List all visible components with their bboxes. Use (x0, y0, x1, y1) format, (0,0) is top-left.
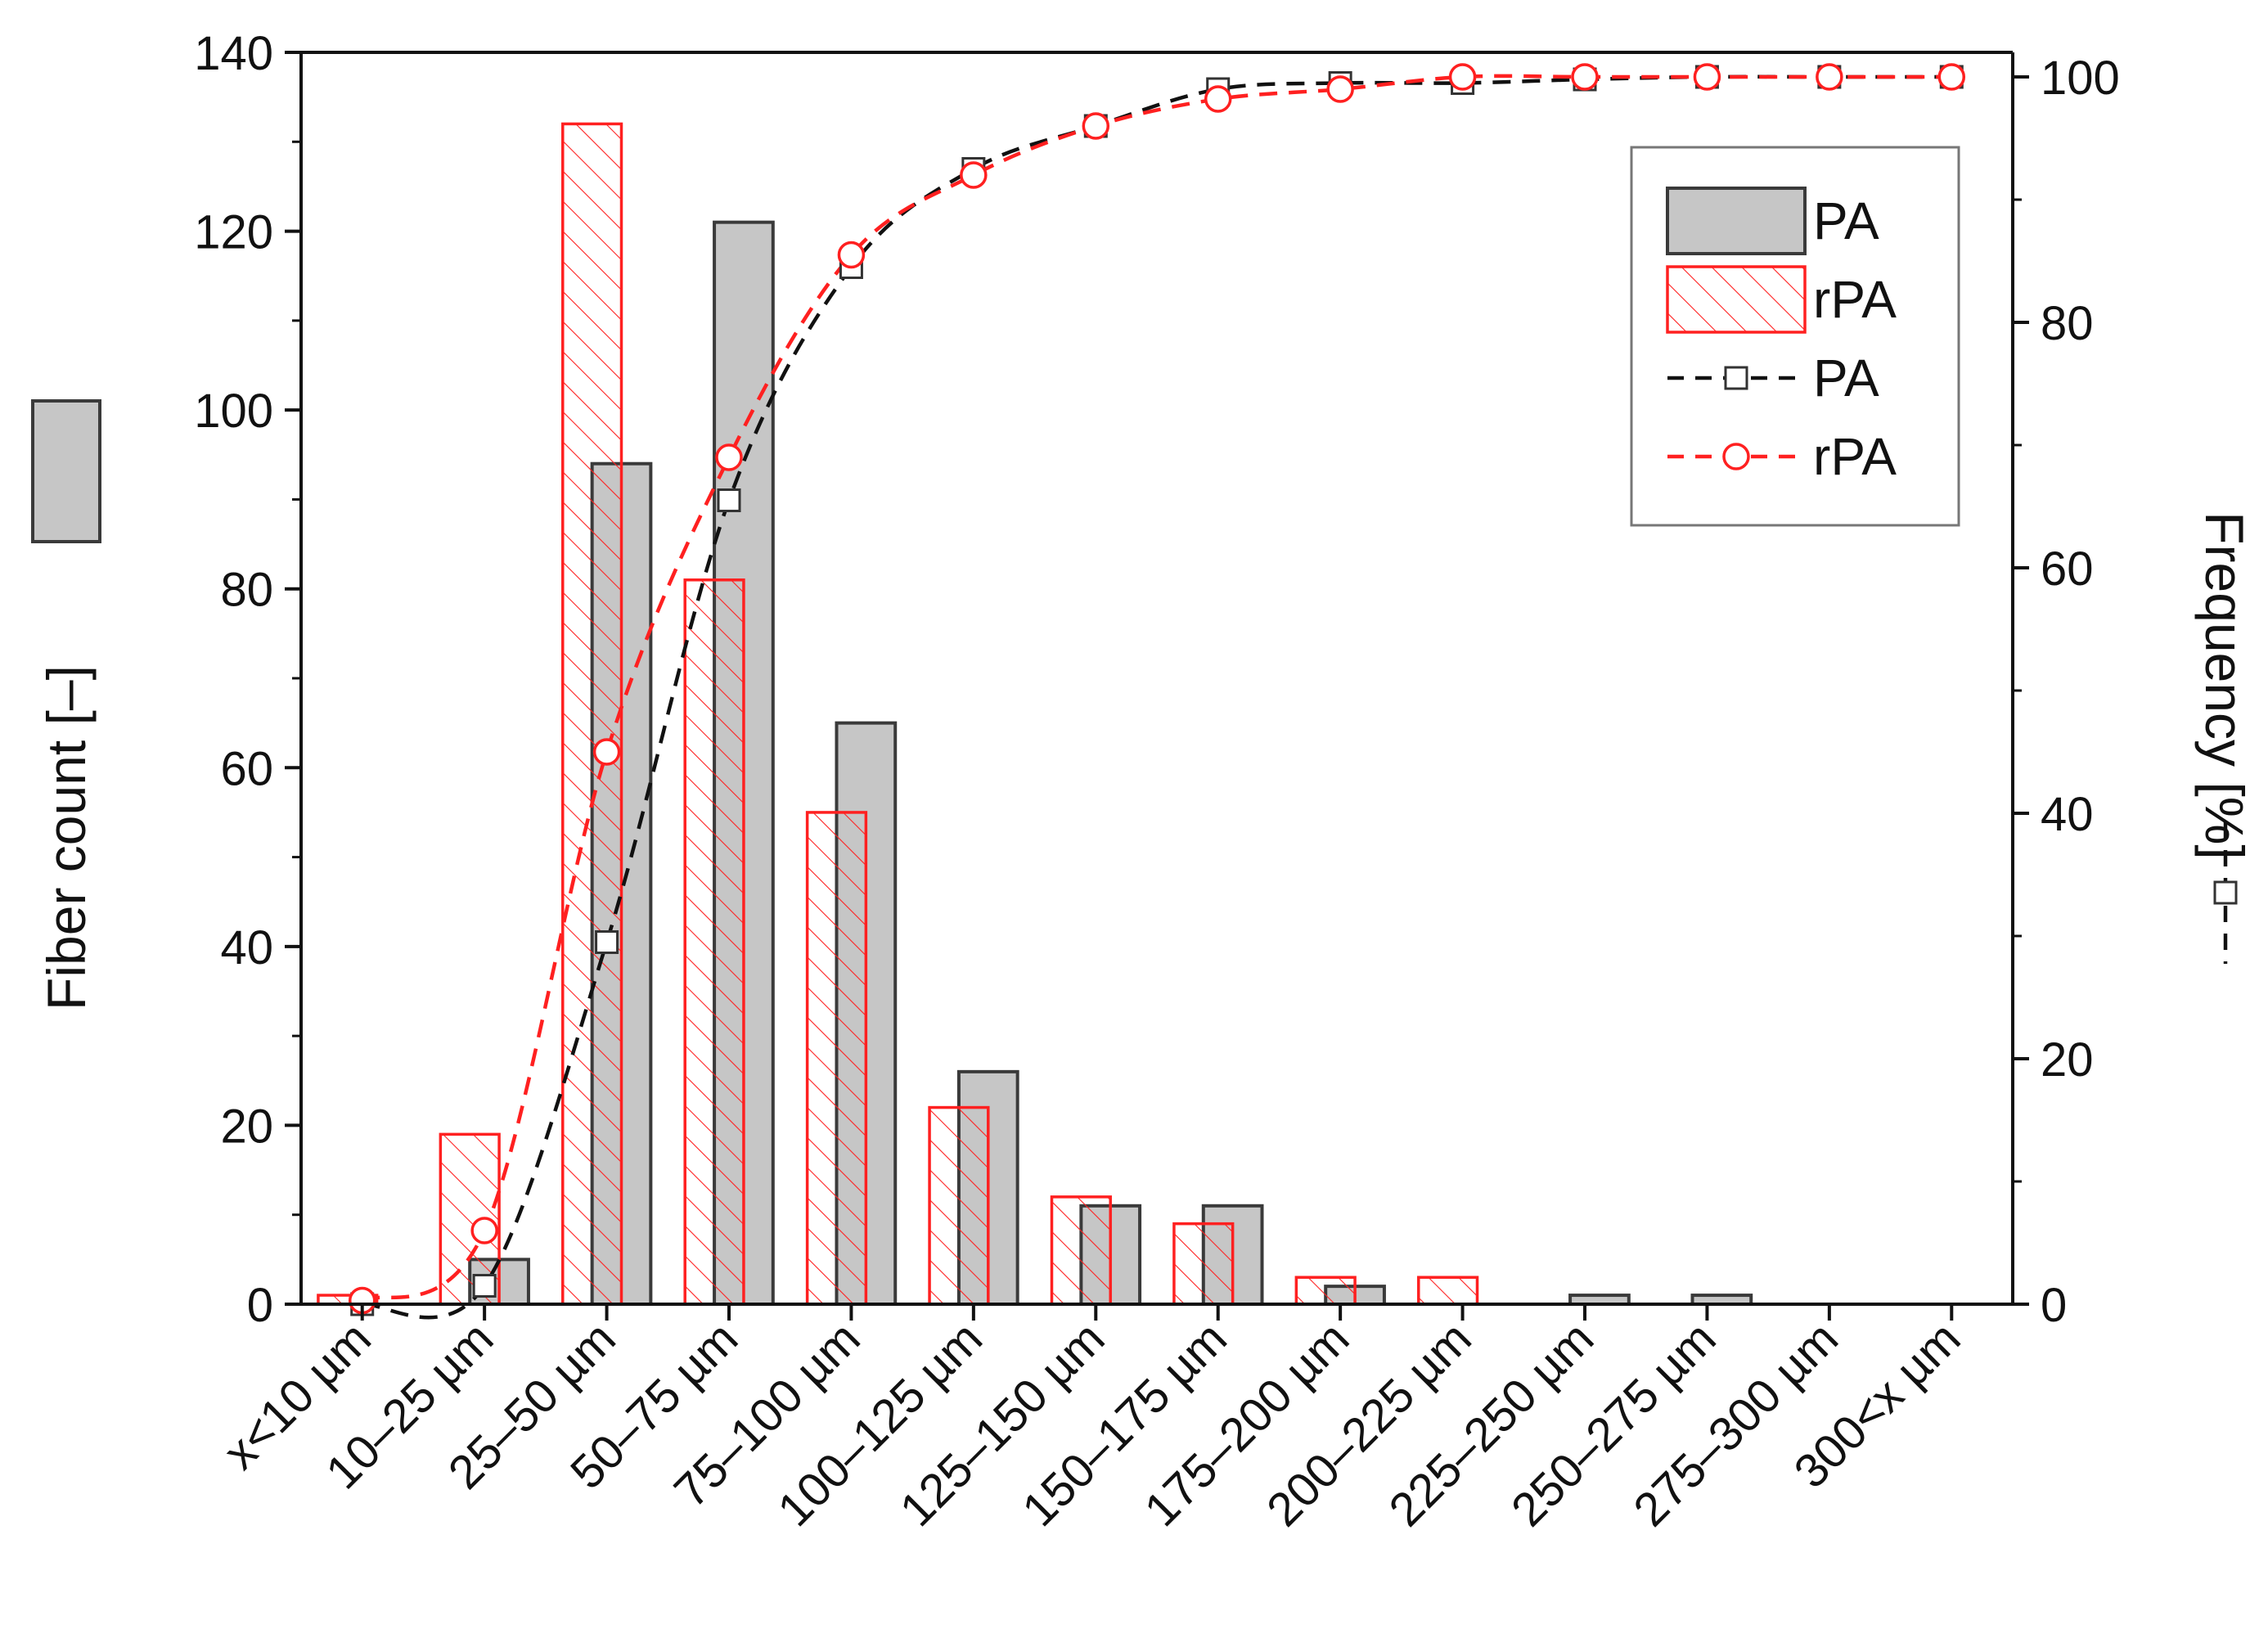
y-left-axis-title: Fiber count [–] (36, 665, 97, 1010)
y-right-tick-label: 60 (2041, 542, 2094, 596)
bar-rpa-4 (805, 811, 868, 1306)
marker-rpa-6 (1082, 112, 1110, 140)
y-right-tick-label: 40 (2041, 788, 2094, 841)
marker-pa-1 (472, 1274, 497, 1298)
y-right-tick-label: 0 (2041, 1279, 2067, 1332)
marker-rpa-2 (592, 738, 621, 766)
marker-rpa-5 (960, 161, 988, 189)
marker-rpa-11 (1693, 63, 1721, 91)
legend-swatch-rpa-marker (1722, 443, 1750, 470)
marker-pa-2 (595, 930, 619, 954)
legend-label: rPA (1813, 427, 1897, 486)
y-left-title-swatch (31, 399, 101, 543)
y-right-tick-label: 20 (2041, 1033, 2094, 1087)
y-left-tick-label: 120 (194, 206, 273, 259)
marker-rpa-13 (1937, 63, 1966, 91)
bar-rpa-3 (683, 578, 745, 1306)
legend-label: rPA (1813, 270, 1897, 329)
y-right-tick-label: 80 (2041, 297, 2094, 350)
bar-rpa-7 (1172, 1222, 1235, 1306)
marker-rpa-3 (715, 443, 743, 471)
legend-label: PA (1813, 349, 1879, 407)
y-left-tick-label: 20 (220, 1100, 273, 1153)
bar-rpa-8 (1294, 1276, 1357, 1306)
bar-rpa-9 (1417, 1276, 1479, 1306)
y-right-axis-title: Frequency [%] (2194, 511, 2255, 860)
legend-swatch-pa-marker (1724, 366, 1748, 390)
bars-layer (317, 122, 1753, 1307)
y-left-tick-label: 40 (220, 921, 273, 974)
y-left-tick-label: 100 (194, 385, 273, 438)
marker-rpa-9 (1448, 63, 1477, 91)
bar-rpa-5 (928, 1105, 990, 1306)
y-right-title-swatch-marker (2213, 880, 2238, 905)
marker-rpa-4 (837, 241, 866, 269)
marker-rpa-12 (1816, 63, 1843, 91)
lines-layer (348, 63, 1966, 1320)
marker-rpa-10 (1571, 63, 1599, 91)
bar-rpa-6 (1050, 1195, 1112, 1306)
y-right-tick-label: 100 (2041, 52, 2120, 105)
legend-swatch-rpa-bar (1666, 265, 1807, 334)
line-rpa-cumulative (361, 74, 1952, 1303)
marker-rpa-8 (1326, 75, 1354, 103)
marker-rpa-1 (470, 1217, 498, 1244)
bar-rpa-2 (561, 122, 623, 1306)
y-left-tick-label: 140 (194, 27, 273, 80)
legend-label: PA (1813, 191, 1879, 250)
y-left-tick-label: 80 (220, 564, 273, 617)
marker-pa-3 (717, 488, 741, 512)
y-left-tick-label: 60 (220, 742, 273, 795)
legend-swatch-pa-bar (1666, 187, 1807, 255)
y-left-tick-label: 0 (247, 1279, 273, 1332)
marker-rpa-7 (1204, 85, 1232, 113)
legend: PA rPA PA rPA (1630, 146, 1960, 527)
